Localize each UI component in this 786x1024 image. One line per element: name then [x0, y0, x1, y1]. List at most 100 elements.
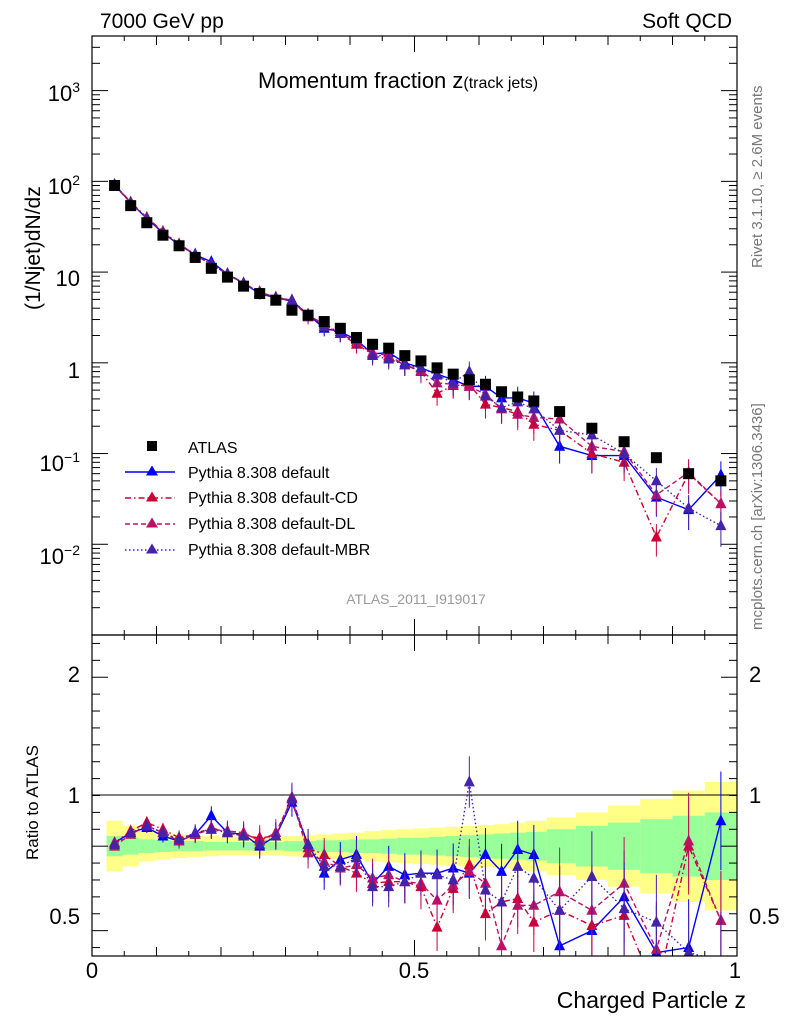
point-atlas-15 — [350, 332, 362, 344]
ratio-uncertainty-bands — [106, 781, 737, 911]
rivet-version-label: Rivet 3.1.10, ≥ 2.6M events — [749, 86, 766, 269]
ratio-point-default-23 — [479, 848, 491, 860]
ratio-point-mbr-12 — [302, 837, 314, 849]
ratio-point-dl-20 — [431, 893, 443, 905]
point-atlas-9 — [254, 288, 266, 300]
ratio-y-axis-label: Ratio to ATLAS — [23, 745, 42, 860]
ratio-point-dl-24 — [496, 939, 508, 951]
ratio-point-mbr-19 — [415, 866, 427, 878]
point-mbr-26 — [528, 402, 540, 414]
legend-label-atlas: ATLAS — [188, 440, 238, 457]
ratio-point-default-32 — [715, 814, 727, 826]
legend-label-dl: Pythia 8.308 default-DL — [188, 516, 355, 533]
point-atlas-22 — [463, 374, 475, 386]
ratio-point-mbr-15 — [350, 851, 362, 863]
ratio-y-tick-labels: 2 1 0.5 2 1 0.5 — [49, 662, 779, 929]
ratio-point-mbr-31 — [683, 946, 694, 956]
chart-title: Momentum fraction z(track jets) — [258, 68, 538, 93]
point-mbr-24 — [496, 401, 508, 413]
ratio-panel-data — [109, 756, 727, 956]
ratio-tick-label-0.5-left: 0.5 — [49, 904, 80, 929]
band-stat-16 — [364, 839, 381, 853]
y-tick-label-0.1: 10−1 — [40, 449, 81, 476]
legend: ATLAS Pythia 8.308 default Pythia 8.308 … — [125, 440, 370, 559]
point-atlas-24 — [496, 386, 508, 398]
y-tick-label-1: 1 — [68, 358, 80, 383]
band-stat-3 — [154, 840, 172, 853]
ratio-point-mbr-6 — [205, 822, 217, 834]
ratio-point-mbr-16 — [367, 880, 379, 892]
point-atlas-18 — [399, 350, 411, 362]
point-atlas-16 — [367, 338, 379, 350]
legend-label-default: Pythia 8.308 default — [188, 465, 330, 482]
point-atlas-29 — [618, 436, 630, 448]
ratio-tick-label-2-left: 2 — [68, 662, 80, 687]
point-atlas-13 — [318, 316, 330, 328]
point-atlas-23 — [479, 378, 491, 390]
legend-label-cd: Pythia 8.308 default-CD — [188, 490, 358, 507]
band-stat-5 — [187, 841, 204, 852]
y-tick-label-0.01: 10−2 — [40, 542, 81, 569]
x-tick-label-1: 1 — [729, 958, 741, 983]
main-y-tick-labels: 103 102 10 1 10−1 10−2 — [40, 79, 81, 569]
ratio-point-mbr-18 — [399, 875, 411, 887]
analysis-id-label: ATLAS_2011_I919017 — [346, 591, 486, 607]
band-stat-19 — [412, 837, 430, 855]
point-mbr-23 — [479, 389, 491, 401]
point-atlas-30 — [650, 452, 662, 464]
ratio-point-default-24 — [496, 864, 508, 876]
ratio-point-mbr-10 — [270, 829, 282, 841]
point-atlas-3 — [157, 229, 169, 241]
point-cd-30 — [650, 530, 662, 542]
ratio-point-default-6 — [205, 809, 217, 821]
point-atlas-26 — [528, 395, 540, 407]
y-tick-label-10: 10 — [56, 266, 80, 291]
legend-marker-mbr — [146, 543, 158, 554]
ratio-point-mbr-17 — [383, 880, 395, 892]
ratio-point-mbr-22 — [463, 775, 475, 787]
y-tick-label-1000: 103 — [48, 79, 80, 106]
ratio-point-mbr-14 — [334, 859, 346, 871]
point-atlas-0 — [109, 180, 121, 192]
point-atlas-17 — [383, 342, 395, 354]
point-atlas-31 — [683, 468, 695, 480]
point-atlas-6 — [205, 262, 217, 274]
point-dl-32 — [715, 497, 727, 509]
point-atlas-27 — [554, 406, 566, 418]
ratio-point-dl-22 — [463, 864, 475, 876]
band-stat-2 — [138, 839, 155, 853]
main-panel-data — [109, 178, 727, 557]
point-mbr-18 — [399, 358, 411, 370]
band-stat-11 — [283, 841, 301, 852]
ratio-point-mbr-26 — [528, 871, 540, 883]
legend-marker-atlas — [147, 441, 157, 451]
point-atlas-4 — [173, 240, 185, 252]
ratio-point-mbr-21 — [447, 873, 459, 885]
ratio-point-mbr-24 — [496, 895, 508, 907]
ratio-point-mbr-2 — [141, 819, 153, 831]
point-atlas-10 — [270, 294, 282, 306]
x-tick-label-0: 0 — [86, 958, 98, 983]
chart-title-sub: (track jets) — [463, 75, 538, 92]
ratio-tick-label-0.5-right: 0.5 — [749, 904, 780, 929]
ratio-point-mbr-8 — [238, 829, 250, 841]
legend-marker-dl — [146, 517, 158, 528]
point-atlas-20 — [431, 362, 443, 374]
band-stat-6 — [203, 841, 220, 851]
ratio-point-mbr-27 — [554, 903, 566, 915]
mcplots-reference-label: mcplots.cern.ch [arXiv:1306.3436] — [749, 403, 766, 630]
axis-ticks — [91, 35, 738, 956]
ratio-point-dl-31 — [683, 834, 695, 846]
point-mbr-19 — [415, 361, 427, 373]
ratio-point-mbr-11 — [286, 792, 298, 804]
ratio-point-cd-20 — [431, 920, 443, 932]
x-axis-label: Charged Particle z — [557, 987, 746, 1013]
point-mbr-29 — [618, 446, 630, 458]
y-axis-label: (1/Njet)dN/dz — [22, 186, 45, 310]
band-stat-20 — [429, 836, 446, 856]
legend-label-mbr: Pythia 8.308 default-MBR — [188, 542, 370, 559]
point-mbr-27 — [554, 423, 566, 435]
ratio-point-mbr-3 — [157, 826, 169, 838]
point-atlas-32 — [715, 475, 727, 487]
point-atlas-1 — [125, 200, 137, 212]
